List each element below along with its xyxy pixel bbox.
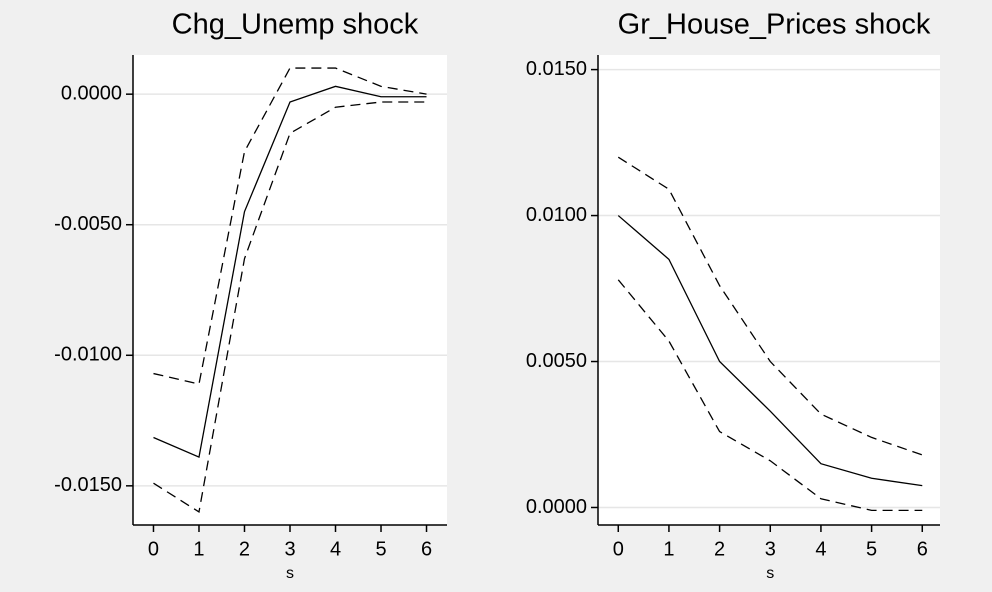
- x-tick-label: 0: [613, 538, 624, 560]
- series-line: [153, 67, 427, 385]
- x-tick-label: 0: [148, 538, 159, 560]
- plot-area: [598, 55, 940, 525]
- chart-title: Chg_Unemp shock: [172, 9, 419, 41]
- x-tick-label: 3: [765, 538, 776, 560]
- y-tick-label: 0.0000: [526, 496, 587, 518]
- plot-area: [133, 55, 447, 525]
- y-tick-label: -0.0100: [54, 344, 122, 366]
- x-tick-label: 2: [239, 538, 250, 560]
- x-tick-label: 6: [421, 538, 432, 560]
- series-line: [153, 85, 427, 459]
- x-axis-label: s: [286, 565, 294, 582]
- series-line: [617, 279, 923, 512]
- x-tick-label: 1: [193, 538, 204, 560]
- series-line: [617, 156, 923, 456]
- y-tick-label: 0.0100: [526, 204, 587, 226]
- x-tick-label: 5: [375, 538, 386, 560]
- x-tick-label: 2: [714, 538, 725, 560]
- chart-title: Gr_House_Prices shock: [618, 9, 931, 41]
- y-tick-label: 0.0150: [526, 58, 587, 80]
- x-axis-label: s: [766, 565, 774, 582]
- x-tick-label: 5: [866, 538, 877, 560]
- y-tick-label: -0.0050: [54, 213, 122, 235]
- y-tick-label: 0.0000: [61, 82, 122, 104]
- x-tick-label: 6: [917, 538, 928, 560]
- x-tick-label: 4: [330, 538, 341, 560]
- y-tick-label: -0.0150: [54, 474, 122, 496]
- y-tick-label: 0.0050: [526, 350, 587, 372]
- x-tick-label: 1: [663, 538, 674, 560]
- x-tick-label: 4: [815, 538, 826, 560]
- series-line: [153, 101, 427, 514]
- series-line: [617, 215, 923, 487]
- x-tick-label: 3: [284, 538, 295, 560]
